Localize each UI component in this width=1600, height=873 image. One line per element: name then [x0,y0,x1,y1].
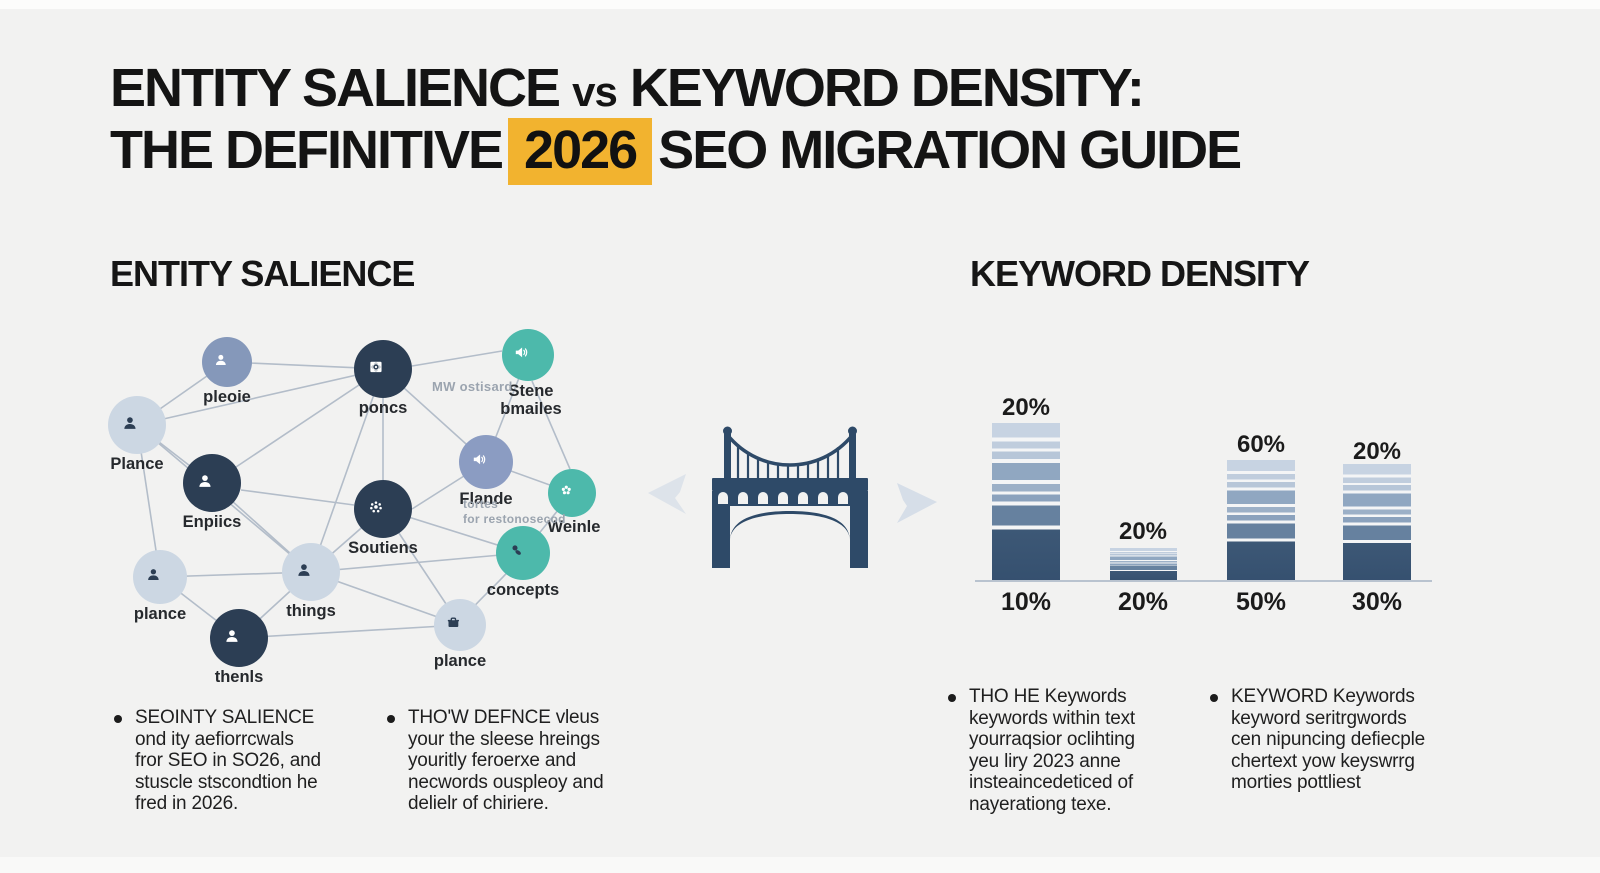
bar-2-top-label: 20% [1118,518,1168,545]
speaker-icon [471,451,501,473]
bar-2 [1110,548,1177,582]
title-entity-salience: ENTITY SALIENCE [110,58,561,118]
node-label-pleoie: pleoie [203,388,251,406]
node-flande [459,435,513,489]
bar-3-top-label: 60% [1236,431,1286,458]
title-keyword-density: KEYWORD DENSITY: [629,58,1145,118]
person-icon [213,352,241,373]
node-thenls [210,609,268,667]
node-label-plance-briefcase: plance [433,652,487,670]
bullet-keyword-1-text: THO HE Keywords keywords within text you… [969,686,1136,815]
bar-1-top-label: 20% [1001,394,1051,421]
node-label-plance-top: Plance [110,455,164,473]
bullet-dot [948,694,956,702]
node-weinle [548,469,596,517]
person-icon [145,566,175,588]
title-seo-guide: SEO MIGRATION GUIDE [658,120,1242,181]
person-icon [196,472,228,495]
bar-4 [1343,464,1411,582]
bullet-keyword-1: THO HE Keywords keywords within text you… [948,686,1208,815]
page-title: ENTITY SALIENCE vs KEYWORD DENSITY: THE … [110,58,1242,185]
head-leaf-icon [508,542,538,564]
briefcase-icon [445,614,475,636]
bar-3-bottom-label: 50% [1235,588,1287,616]
bar-4-top-label: 20% [1352,438,1402,465]
title-definitive: THE DEFINITIVE [110,120,504,181]
bar-2-bottom-label: 20% [1117,588,1169,616]
node-concepts [496,526,550,580]
bullet-entity-2: THO'W DEFNCE vleus your the sleese hrein… [387,707,652,815]
node-plance-left [133,550,187,604]
title-vs: vs [572,68,618,115]
node-label-thenls: thenls [214,668,264,686]
network-annotation-2: tortes for restonosecod [463,497,566,526]
node-pleoie [202,337,252,387]
bridge-icon [712,426,868,568]
right-arrow-icon [897,483,937,523]
bullet-entity-1: SEOINTY SALIENCE ond ity aefiorrcwals fr… [114,707,379,815]
node-label-soutiens: Soutiens [348,539,418,557]
bar-4-bottom-label: 30% [1351,588,1403,616]
node-enpiics [183,454,241,512]
year-highlight: 2026 [508,118,653,185]
flower-icon [559,483,585,503]
node-soutiens [354,480,412,538]
chart-baseline [975,580,1432,582]
node-label-flande: Flande [459,490,513,508]
person-icon [121,414,153,437]
node-stene [502,329,554,381]
person-icon [223,627,255,650]
keyword-density-heading: KEYWORD DENSITY [970,253,1310,294]
bullet-dot [114,715,122,723]
top-edge-band [0,0,1600,9]
left-arrow-icon [648,474,686,514]
network-annotation-1: MW ostisard [432,379,513,394]
node-label-enpiics: Enpiics [182,513,242,531]
bullet-keyword-2: KEYWORD Keywords keyword seritrgwords ce… [1210,686,1480,794]
bar-1 [992,423,1060,582]
node-label-things: things [286,602,336,620]
bottom-edge-band [0,857,1600,873]
entity-salience-heading: ENTITY SALIENCE [110,253,415,294]
bullet-dot [1210,694,1218,702]
node-poncs [354,340,412,398]
node-plance-briefcase [434,599,486,651]
bullet-entity-2-text: THO'W DEFNCE vleus your the sleese hrein… [408,707,604,814]
bullet-keyword-2-text: KEYWORD Keywords keyword seritrgwords ce… [1231,686,1425,793]
title-line-1: ENTITY SALIENCE vs KEYWORD DENSITY: [110,58,1240,118]
title-line-2: THE DEFINITIVE 2026 SEO MIGRATION GUIDE [110,118,1242,185]
node-label-weinle: Weinle [547,518,601,536]
node-label-concepts: concepts [486,581,560,599]
node-plance-top [108,396,166,454]
node-things [282,543,340,601]
photo-icon [367,358,399,381]
bar-1-bottom-label: 10% [1000,588,1052,616]
dots-cluster-icon [367,498,399,521]
person-icon [295,561,327,584]
speaker-icon [513,344,543,366]
bullet-entity-1-text: SEOINTY SALIENCE ond ity aefiorrcwals fr… [135,707,321,814]
node-label-plance-left: plance [133,605,187,623]
node-label-poncs: poncs [358,399,408,417]
bullet-dot [387,715,395,723]
bar-3 [1227,460,1295,582]
node-label-stene: Stene bmailes [500,382,562,418]
